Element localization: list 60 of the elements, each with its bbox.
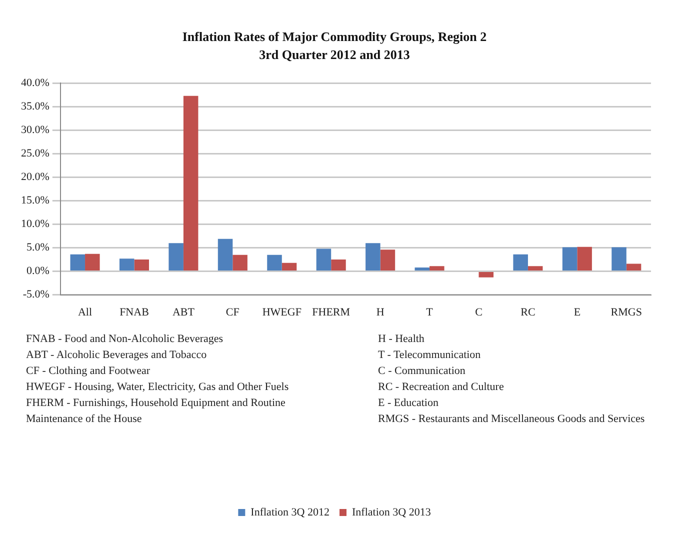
bar [282,262,297,271]
x-tick-label: C [475,306,482,318]
x-tick-label: CF [226,306,240,318]
bar [430,266,444,271]
bar [577,246,592,271]
text: FHERM - Furnishings, Household Equipment and Routine Maintenance of the House [26,396,286,427]
y-tick-label: 25.0% [20,148,50,160]
text: CF - Clothing and Footwear [26,364,152,379]
text: H - Health [378,332,426,347]
bar [366,243,380,271]
x-tick-label: H [376,306,384,318]
text: FNAB - Food and Non-Alcoholic Beverages [26,332,224,347]
legend-label: Inflation 3Q 2013 [352,506,432,518]
chart-subtitle: 3rd Quarter 2012 and 2013 [259,46,410,62]
bar [478,272,494,278]
text: RMGS - Restaurants and Miscellaneous Goods and Services [378,412,646,427]
bar [134,260,149,271]
x-tick-label: FNAB [120,306,149,318]
bar [85,254,100,271]
bar [612,247,626,271]
bar [183,96,198,271]
x-tick-label: All [78,306,92,318]
x-tick-label: FHERM [312,306,350,318]
y-tick-label: -5.0% [22,288,50,301]
bar [218,238,233,271]
bar [626,264,642,271]
y-tick-label: 15.0% [20,194,50,207]
bar [70,254,86,271]
x-tick-label: RC [520,306,536,318]
legend-label: Inflation 3Q 2012 [250,506,330,518]
y-tick-label: 30.0% [20,124,50,136]
chart-title: Inflation Rates of Major Commodity Groups, Region 2 [182,29,487,44]
bar [380,250,396,271]
y-tick-label: 20.0% [20,171,50,184]
x-tick-label: E [574,306,581,318]
y-tick-label: 35.0% [20,100,50,113]
text: C - Communication [378,364,466,379]
bar [119,258,134,271]
bar [513,254,528,271]
bar [267,254,282,271]
bar [232,254,248,271]
y-tick-label: 40.0% [20,77,50,90]
bar [316,248,332,271]
text: HWEGF - Housing, Water, Electricity, Gas and Other Fuels [26,380,290,395]
x-tick-label: HWEGF [262,306,302,318]
x-tick-label: ABT [172,306,195,318]
text: E - Education [378,396,440,411]
y-tick-label: 0.0% [26,265,50,278]
bar [562,247,578,271]
y-tick-label: 5.0% [26,242,50,254]
x-tick-label: RMGS [610,306,642,318]
y-tick-label: 10.0% [20,218,50,230]
text: ABT - Alcoholic Beverages and Tobacco [26,348,208,363]
bar [414,268,430,271]
x-tick-label: T [426,306,434,318]
bar [331,260,346,271]
bar [528,266,543,271]
text: T - Telecommunication [378,348,482,363]
bar [168,243,184,271]
text: RC - Recreation and Culture [378,380,505,395]
